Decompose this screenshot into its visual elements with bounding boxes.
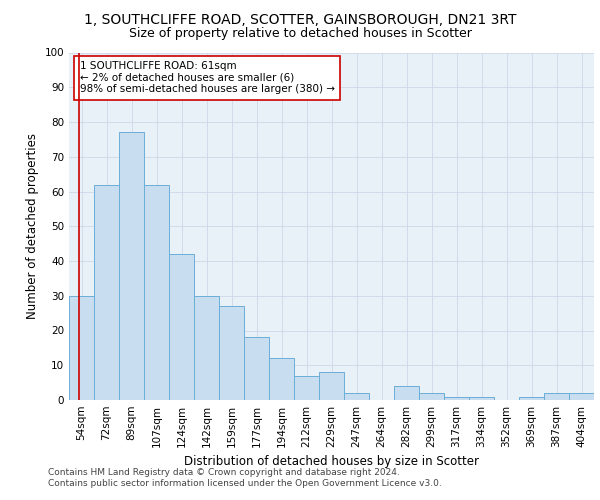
Bar (144, 184, 169, 400)
Text: 1, SOUTHCLIFFE ROAD, SCOTTER, GAINSBOROUGH, DN21 3RT: 1, SOUTHCLIFFE ROAD, SCOTTER, GAINSBOROU… (84, 12, 516, 26)
Bar (419, 393, 444, 400)
Bar (344, 393, 369, 400)
Bar (294, 376, 319, 400)
Bar (219, 306, 244, 400)
Y-axis label: Number of detached properties: Number of detached properties (26, 133, 39, 320)
Bar (569, 393, 594, 400)
Bar (394, 386, 419, 400)
Bar (119, 132, 144, 400)
Bar (469, 396, 494, 400)
Bar (444, 396, 469, 400)
Bar (94, 184, 119, 400)
Text: Contains HM Land Registry data © Crown copyright and database right 2024.
Contai: Contains HM Land Registry data © Crown c… (48, 468, 442, 487)
Bar (269, 358, 294, 400)
Bar (544, 393, 569, 400)
Bar (169, 254, 194, 400)
Text: 1 SOUTHCLIFFE ROAD: 61sqm
← 2% of detached houses are smaller (6)
98% of semi-de: 1 SOUTHCLIFFE ROAD: 61sqm ← 2% of detach… (79, 61, 335, 94)
Bar (519, 396, 544, 400)
Bar (244, 338, 269, 400)
Text: Size of property relative to detached houses in Scotter: Size of property relative to detached ho… (128, 28, 472, 40)
X-axis label: Distribution of detached houses by size in Scotter: Distribution of detached houses by size … (184, 456, 479, 468)
Bar (194, 296, 219, 400)
Bar (319, 372, 344, 400)
Bar (69, 296, 94, 400)
